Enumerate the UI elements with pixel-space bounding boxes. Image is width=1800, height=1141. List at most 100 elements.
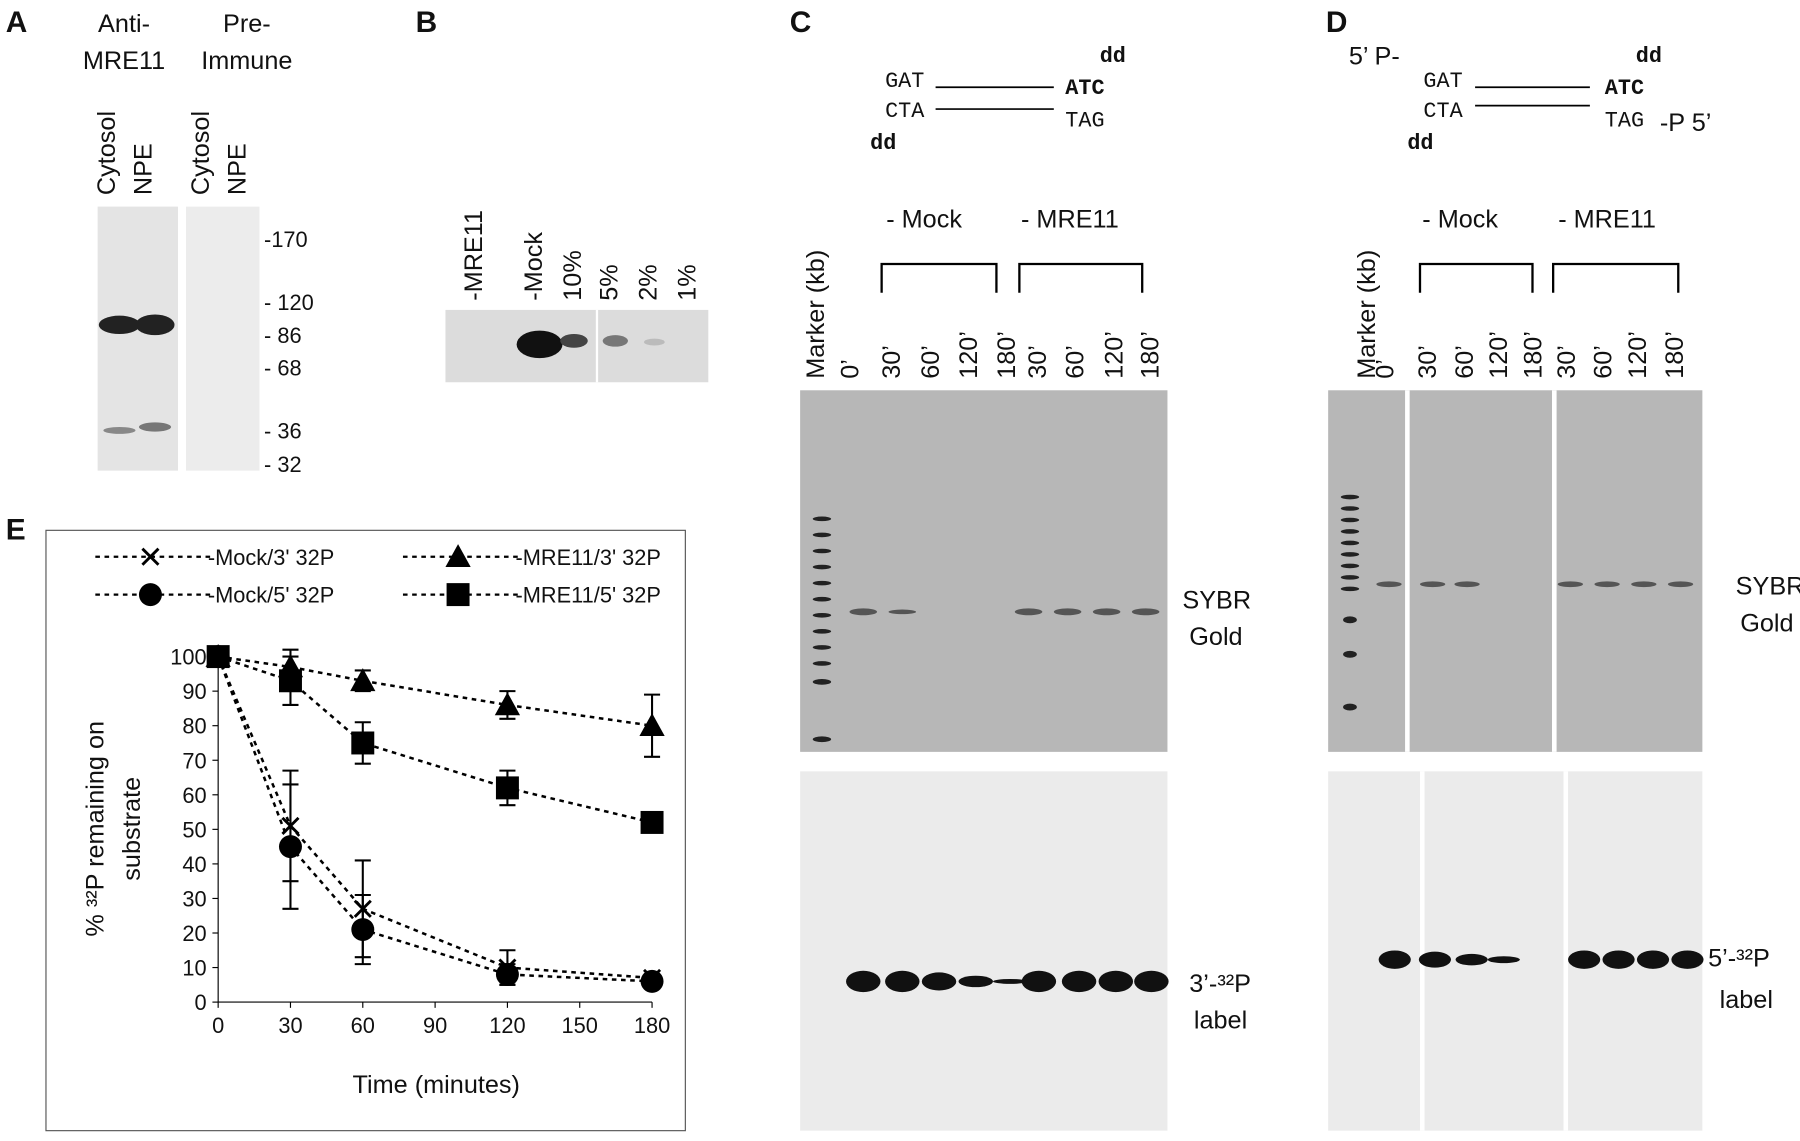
band xyxy=(1343,703,1357,711)
marker xyxy=(350,668,376,692)
band xyxy=(1340,552,1360,557)
panel-letter: B xyxy=(416,6,438,39)
legend-label: -MRE11/3' 32P xyxy=(515,545,661,570)
band xyxy=(812,532,832,538)
gel-label: 3’-³²P xyxy=(1189,970,1251,998)
group-label: - MRE11 xyxy=(1558,205,1656,233)
lane-label: 30’ xyxy=(878,345,906,379)
marker xyxy=(206,645,230,669)
legend-label: -Mock/3' 32P xyxy=(208,545,335,570)
gel-label: SYBR xyxy=(1182,586,1251,614)
legend-marker xyxy=(138,583,162,607)
band xyxy=(103,427,136,434)
legend-marker xyxy=(445,544,471,568)
dna-label: CTA xyxy=(885,99,925,124)
band xyxy=(1594,581,1620,588)
marker xyxy=(640,969,664,993)
band xyxy=(1340,563,1360,569)
lane-label: 30’ xyxy=(1553,345,1581,379)
lane-label: 180’ xyxy=(1661,331,1689,379)
dna-label: ATC xyxy=(1065,76,1104,101)
band xyxy=(812,516,832,522)
band xyxy=(812,564,832,570)
y-tick-label: 0 xyxy=(195,990,207,1015)
dna-label: ATC xyxy=(1605,76,1644,101)
group-label: MRE11 xyxy=(83,47,165,75)
x-tick-label: 150 xyxy=(562,1013,598,1038)
marker xyxy=(640,810,664,834)
lane-label: NPE xyxy=(130,143,158,195)
y-tick-label: 30 xyxy=(182,886,206,911)
blot xyxy=(186,206,260,471)
gel-gap xyxy=(1563,771,1569,1131)
band xyxy=(812,612,832,618)
band xyxy=(1671,950,1704,969)
band xyxy=(992,978,1028,984)
lane-label: -Mock xyxy=(520,232,548,301)
group-label: Anti- xyxy=(98,10,150,38)
band xyxy=(1667,581,1694,588)
band xyxy=(1557,581,1583,588)
x-tick-label: 180 xyxy=(634,1013,670,1038)
lane-label: 120’ xyxy=(1485,331,1513,379)
x-tick-label: 0 xyxy=(212,1013,224,1038)
x-tick-label: 120 xyxy=(489,1013,525,1038)
lane-label: 180’ xyxy=(1136,331,1164,379)
size-marker: - 32 xyxy=(264,452,302,477)
marker xyxy=(495,962,519,986)
band xyxy=(1343,650,1357,658)
band xyxy=(1061,970,1097,993)
gel-label: label xyxy=(1720,986,1773,1014)
dna-label: dd xyxy=(1100,44,1126,69)
band xyxy=(812,629,832,634)
band xyxy=(1340,575,1360,580)
band xyxy=(958,975,993,988)
size-marker: - 86 xyxy=(264,323,302,348)
size-marker: -170 xyxy=(264,227,308,252)
legend-label: -MRE11/5' 32P xyxy=(515,583,661,608)
band xyxy=(1418,951,1451,968)
lane-label: 0’ xyxy=(1372,359,1400,379)
lane-label: 120’ xyxy=(1624,331,1652,379)
x-axis-title: Time (minutes) xyxy=(353,1071,520,1099)
bracket xyxy=(1418,262,1680,293)
band xyxy=(1376,581,1402,588)
lane-label: 180’ xyxy=(1520,331,1548,379)
gel-gap xyxy=(1419,771,1425,1131)
band xyxy=(885,970,920,993)
size-marker: - 36 xyxy=(264,418,302,443)
lane-label: Marker (kb) xyxy=(1353,250,1381,379)
band xyxy=(1602,950,1635,969)
band xyxy=(1340,586,1360,592)
dna-label: TAG xyxy=(1065,108,1104,133)
band xyxy=(138,422,172,432)
gel-label: Gold xyxy=(1740,609,1793,637)
x-tick-label: 30 xyxy=(278,1013,302,1038)
dna-label: TAG xyxy=(1605,108,1644,133)
marker xyxy=(639,713,665,737)
lane-label: 1% xyxy=(674,264,702,301)
dna-label: CTA xyxy=(1423,99,1463,124)
lane-label: 60’ xyxy=(1451,345,1479,379)
band xyxy=(1021,970,1057,993)
band xyxy=(1340,540,1360,546)
y-tick-label: 40 xyxy=(182,852,206,877)
group-label: - Mock xyxy=(886,205,962,233)
y-tick-label: 60 xyxy=(182,783,206,808)
y-tick-label: 70 xyxy=(182,748,206,773)
panel-letter: A xyxy=(6,6,28,39)
group-label: - Mock xyxy=(1422,205,1498,233)
marker xyxy=(351,731,375,755)
marker xyxy=(351,918,375,942)
gel-label: label xyxy=(1194,1007,1247,1035)
band xyxy=(888,609,917,615)
y-tick-label: 100 xyxy=(170,645,206,670)
gel-label: Gold xyxy=(1189,623,1242,651)
dna-label: dd xyxy=(1407,131,1433,156)
band xyxy=(846,970,881,993)
dna-label: -P 5’ xyxy=(1660,109,1711,137)
x-tick-label: 90 xyxy=(423,1013,447,1038)
lane-label: NPE xyxy=(224,143,252,195)
band xyxy=(1636,950,1670,969)
y-tick-label: 80 xyxy=(182,714,206,739)
